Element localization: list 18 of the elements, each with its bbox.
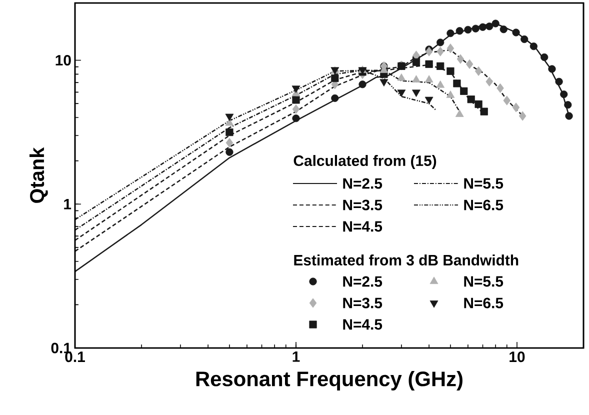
legend-label: N=5.5: [464, 178, 504, 189]
y-axis-title: Qtank: [30, 147, 48, 203]
legend-label: N=2.5: [343, 276, 382, 287]
legend-label: N=3.5: [343, 298, 382, 308]
y-tick-label: 10: [56, 54, 71, 66]
annotation: Calculated from (15): [294, 155, 436, 169]
legend-label: N=5.5: [464, 276, 504, 287]
annotation: Estimated from 3 dB Bandwidth: [294, 254, 518, 266]
x-tick-label: 1: [292, 352, 300, 362]
x-axis-title: Resonant Frequency (GHz): [196, 370, 462, 390]
x-tick-label: 10: [510, 352, 525, 362]
legend-label: N=3.5: [343, 200, 382, 210]
legend-label: N=4.5: [343, 221, 382, 232]
legend-label: N=4.5: [343, 319, 382, 330]
legend-label: N=6.5: [464, 200, 504, 210]
legend-label: N=6.5: [464, 298, 504, 308]
y-tick-label: 1: [64, 198, 72, 210]
legend-label: N=2.5: [343, 178, 382, 189]
